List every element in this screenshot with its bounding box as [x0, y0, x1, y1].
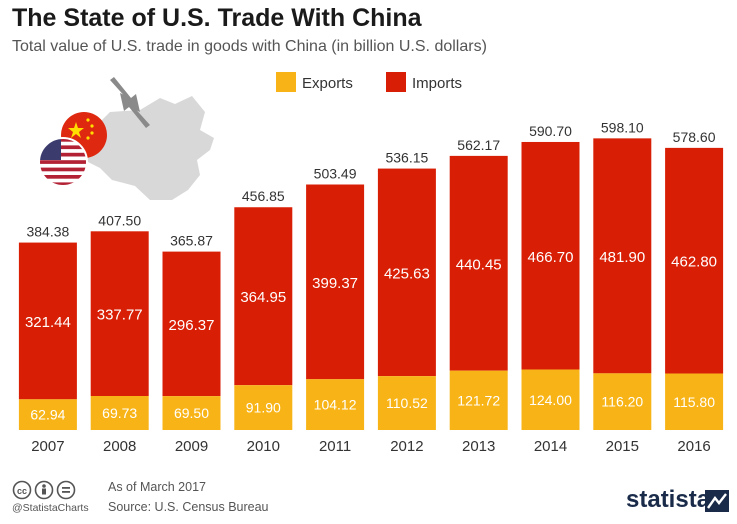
data-label-exports-2008: 69.73 [102, 405, 137, 421]
x-tick-label-2011: 2011 [319, 438, 351, 455]
statista-handle: @StatistaCharts [12, 502, 89, 514]
data-label-exports-2007: 62.94 [30, 407, 65, 423]
bar-exports-2015 [593, 373, 652, 430]
data-label-total-2008: 407.50 [98, 212, 141, 228]
data-label-exports-2012: 110.52 [386, 395, 428, 411]
x-tick-label-2012: 2012 [390, 438, 423, 455]
bar-imports-2013 [449, 155, 508, 371]
data-label-total-2016: 578.60 [673, 129, 716, 145]
x-tick-label-2013: 2013 [462, 438, 495, 455]
svg-text:cc: cc [17, 486, 27, 496]
bar-imports-2014 [521, 141, 580, 370]
data-label-total-2015: 598.10 [601, 119, 644, 135]
bar-exports-2013 [449, 370, 508, 430]
x-tick-label-2010: 2010 [247, 438, 280, 455]
bar-imports-2012 [377, 168, 436, 377]
legend: Exports Imports [276, 72, 462, 92]
data-label-total-2009: 365.87 [170, 233, 213, 249]
china-map-icon [84, 96, 214, 200]
x-tick-label-2014: 2014 [534, 438, 567, 455]
bar-exports-2014 [521, 369, 580, 430]
bar-imports-2007 [18, 242, 77, 400]
x-tick-label-2009: 2009 [175, 438, 208, 455]
bar-imports-2015 [593, 138, 652, 374]
x-tick-label-2007: 2007 [31, 438, 64, 455]
data-label-exports-2010: 91.90 [246, 400, 281, 416]
data-label-imports-2008: 337.77 [97, 307, 143, 324]
page-title: The State of U.S. Trade With China [12, 4, 422, 32]
data-label-imports-2011: 399.37 [312, 275, 358, 292]
data-label-imports-2009: 296.37 [169, 317, 215, 334]
legend-swatch-imports [386, 72, 406, 92]
statista-brand: statista [626, 486, 711, 513]
as-of-note: As of March 2017 [108, 480, 206, 494]
bar-imports-2011 [306, 184, 365, 380]
bar-exports-2010 [234, 385, 293, 430]
trade-arrows-icon [110, 77, 150, 128]
data-label-exports-2014: 124.00 [529, 392, 572, 408]
data-label-imports-2016: 462.80 [671, 254, 717, 271]
data-label-imports-2012: 425.63 [384, 265, 430, 282]
data-label-exports-2009: 69.50 [174, 405, 209, 421]
cc-icon: cc [12, 480, 32, 500]
x-tick-label-2015: 2015 [606, 438, 639, 455]
statista-logo-icon [705, 490, 729, 517]
bar-imports-2009 [162, 251, 221, 397]
data-label-exports-2013: 121.72 [457, 392, 500, 408]
legend-label-imports: Imports [412, 75, 462, 92]
data-label-imports-2014: 466.70 [528, 249, 574, 266]
bar-exports-2009 [162, 396, 221, 430]
bar-exports-2016 [665, 373, 724, 430]
source-note: Source: U.S. Census Bureau [108, 500, 269, 514]
attribution-icon [34, 480, 54, 500]
data-label-total-2014: 590.70 [529, 123, 572, 139]
data-label-total-2007: 384.38 [26, 224, 69, 240]
bar-imports-2010 [234, 207, 293, 386]
data-label-imports-2007: 321.44 [25, 314, 71, 331]
data-label-exports-2015: 116.20 [601, 394, 643, 410]
bar-exports-2011 [306, 379, 365, 430]
bar-exports-2008 [90, 395, 149, 430]
no-derivatives-icon [56, 480, 76, 500]
legend-label-exports: Exports [302, 75, 353, 92]
data-label-imports-2015: 481.90 [599, 249, 645, 266]
data-label-exports-2016: 115.80 [673, 394, 715, 410]
data-label-total-2011: 503.49 [314, 165, 357, 181]
data-label-total-2010: 456.85 [242, 188, 285, 204]
bar-group: 321.44 62.94 384.38 2007 337.77 69.73 407.50 20… [18, 119, 724, 455]
bar-imports-2016 [665, 147, 724, 374]
usa-flag-icon [38, 137, 88, 187]
data-label-exports-2011: 104.12 [314, 397, 357, 413]
bar-exports-2007 [18, 399, 77, 430]
data-label-total-2013: 562.17 [457, 137, 500, 153]
data-label-imports-2010: 364.95 [240, 289, 286, 306]
legend-swatch-exports [276, 72, 296, 92]
page-subtitle: Total value of U.S. trade in goods with … [12, 38, 487, 55]
x-tick-label-2008: 2008 [103, 438, 136, 455]
license-icons: cc [12, 480, 92, 505]
bar-exports-2012 [377, 376, 436, 430]
bar-imports-2008 [90, 231, 149, 396]
data-label-total-2012: 536.15 [385, 150, 428, 166]
x-tick-label-2016: 2016 [677, 438, 710, 455]
data-label-imports-2013: 440.45 [456, 256, 502, 273]
